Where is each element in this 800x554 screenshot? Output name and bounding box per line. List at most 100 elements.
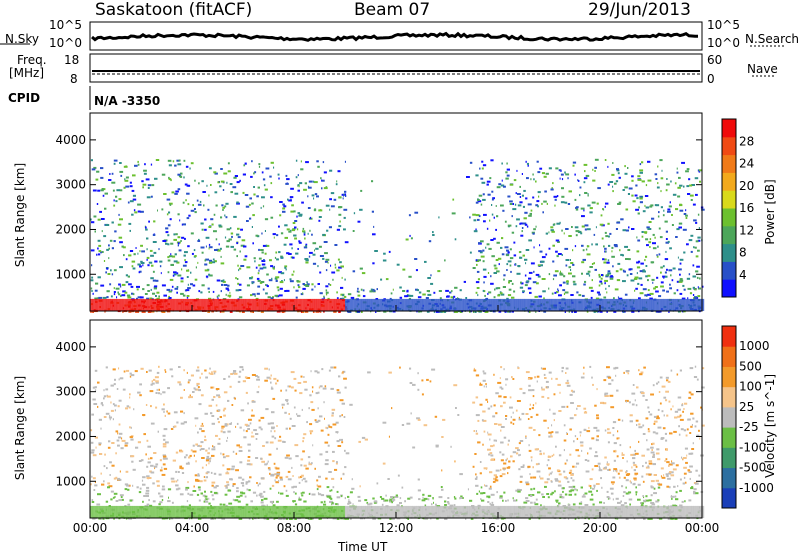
echo-cell [158,248,160,251]
echo-cell [289,196,294,199]
echo-cell [646,244,649,247]
echo-cell [165,242,168,245]
echo-cell [208,243,211,246]
echo-cell [510,270,512,273]
echo-cell [180,292,184,295]
echo-cell [611,482,614,485]
echo-cell [312,390,314,393]
echo-cell [198,389,201,392]
echo-cell [97,218,101,221]
echo-band-cell [139,505,142,518]
echo-cell [581,244,584,247]
echo-cell [222,409,225,412]
echo-cell [226,228,231,231]
noise-panel-frame [89,21,703,51]
echo-cell [116,439,120,442]
echo-cell [260,416,265,419]
echo-cell [693,246,695,249]
echo-cell [95,446,97,449]
echo-cell [331,477,335,480]
echo-cell [480,498,482,501]
echo-cell [224,205,227,208]
echo-band-cell [549,298,552,311]
echo-cell [236,490,239,493]
echo-cell [251,282,254,285]
echo-cell [278,294,283,297]
echo-cell [415,288,418,291]
echo-band-cell [98,298,101,311]
echo-cell [694,296,698,299]
echo-cell [505,171,508,174]
echo-band-cell [479,298,482,311]
echo-cell [248,449,251,452]
echo-cell [545,172,549,175]
echo-cell [190,232,194,235]
echo-cell [91,221,95,224]
echo-band-cell [553,298,556,311]
echo-cell [250,435,255,438]
echo-cell [207,208,210,211]
echo-cell [273,166,275,169]
echo-cell [205,464,207,467]
echo-band-cell [179,298,182,311]
echo-cell [673,485,676,488]
echo-cell [97,381,100,384]
echo-cell [222,431,226,434]
echo-cell [268,368,270,371]
echo-cell [270,381,272,384]
echo-cell [617,262,621,265]
echo-cell [642,424,645,427]
echo-cell [181,472,185,474]
echo-cell [189,493,194,496]
echo-cell [429,380,432,383]
echo-cell [612,265,614,268]
echo-cell [497,294,500,297]
echo-cell [194,388,197,391]
echo-band-cell [510,298,513,311]
echo-band-cell [216,505,219,518]
echo-cell [145,495,149,497]
echo-cell [270,265,274,268]
echo-cell [588,490,593,493]
echo-cell [686,454,688,457]
echo-cell [573,488,577,491]
echo-cell [90,279,94,282]
echo-band-cell [400,298,403,311]
echo-band-cell [208,298,211,311]
noise-tick-left-low: 10^0 [49,36,82,50]
echo-cell [572,465,575,468]
echo-cell [656,417,660,420]
echo-cell [132,198,137,201]
echo-cell [128,517,133,520]
echo-band-cell [185,298,189,311]
echo-cell [539,244,541,247]
echo-cell [629,420,633,423]
echo-cell [497,257,502,260]
echo-cell [260,206,262,209]
echo-cell [255,234,259,237]
echo-band-cell [155,505,158,518]
echo-cell [568,504,571,506]
echo-cell [213,370,217,373]
echo-cell [344,190,347,193]
echo-cell [421,379,424,382]
echo-band-cell [644,298,648,311]
echo-cell [520,251,522,253]
echo-cell [607,463,609,466]
echo-cell [434,415,438,418]
echo-band-cell [118,298,121,311]
echo-cell [170,428,174,430]
echo-cell [251,409,253,412]
echo-cell [347,293,352,296]
echo-cell [267,296,271,299]
echo-cell [422,496,424,499]
echo-cell [161,284,166,287]
echo-band-cell [336,298,339,311]
echo-cell [622,229,627,232]
echo-cell [261,460,265,463]
echo-cell [541,278,546,280]
echo-cell [572,249,574,252]
echo-band-cell [132,298,135,311]
echo-cell [155,392,158,394]
echo-cell [586,228,591,231]
